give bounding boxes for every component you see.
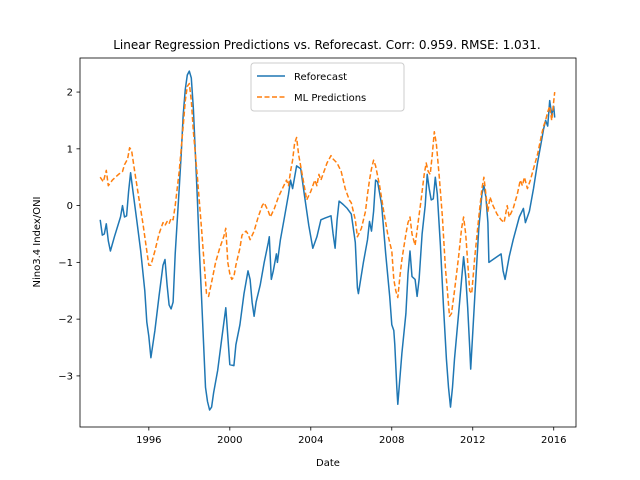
y-tick-label: 0 — [67, 201, 73, 212]
series-line-reforecast — [99, 70, 556, 411]
x-tick-label: 2000 — [217, 435, 242, 446]
y-tick-label: −2 — [58, 315, 73, 326]
x-axis-label: Date — [316, 458, 340, 469]
legend-label-reforecast: Reforecast — [294, 72, 347, 83]
y-tick-label: −3 — [58, 371, 73, 382]
y-tick-label: 1 — [67, 144, 73, 155]
x-tick-label: 1996 — [136, 435, 161, 446]
y-axis-ticks: −3 −2 −1 0 1 2 — [58, 88, 80, 382]
x-tick-label: 2016 — [541, 435, 566, 446]
y-tick-label: −1 — [58, 258, 73, 269]
x-tick-label: 2008 — [379, 435, 404, 446]
x-tick-label: 2004 — [298, 435, 323, 446]
chart-title: Linear Regression Predictions vs. Refore… — [113, 38, 540, 52]
plot-lines — [99, 70, 556, 411]
x-tick-label: 2012 — [460, 435, 485, 446]
x-axis-ticks: 1996 2000 2004 2008 2012 2016 — [136, 427, 566, 446]
y-tick-label: 2 — [67, 88, 73, 99]
legend-box — [250, 62, 405, 112]
series-line-ml-predictions — [99, 82, 556, 318]
plot-frame — [79, 57, 577, 428]
legend: Reforecast ML Predictions — [250, 62, 405, 112]
legend-label-ml-predictions: ML Predictions — [294, 93, 366, 104]
y-axis-label: Nino3.4 Index/ONI — [32, 197, 43, 288]
